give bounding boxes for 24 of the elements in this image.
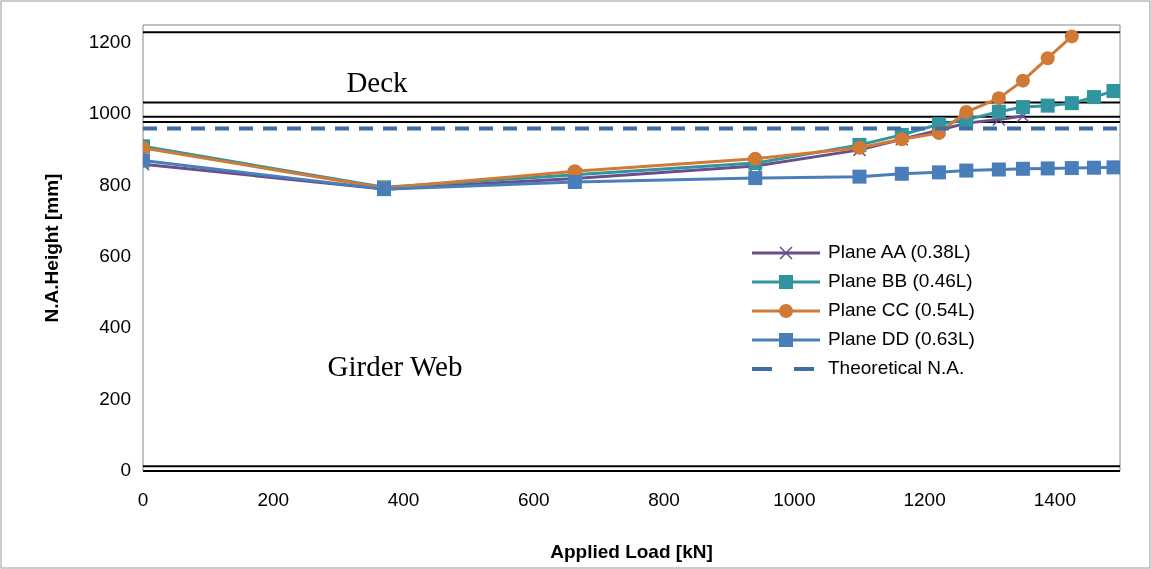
- annotation: Girder Web: [327, 350, 463, 382]
- x-tick-label: 1400: [1033, 489, 1077, 511]
- y-tick-label: 0: [120, 459, 131, 481]
- x-axis-title: Applied Load [kN]: [550, 541, 713, 562]
- legend-label: Theoretical N.A.: [828, 357, 965, 379]
- y-tick-label: 1000: [88, 102, 131, 124]
- y-tick-label: 800: [99, 173, 131, 195]
- y-axis-title: N.A.Height [mm]: [41, 173, 62, 323]
- legend-label: Plane DD (0.63L): [828, 328, 975, 350]
- legend-label: Plane BB (0.46L): [828, 270, 973, 292]
- x-tick-label: 0: [137, 489, 149, 511]
- legend-label: Plane CC (0.54L): [828, 299, 975, 321]
- y-tick-label: 1200: [88, 30, 131, 52]
- x-tick-label: 400: [387, 489, 420, 511]
- x-tick-label: 1200: [903, 489, 946, 511]
- x-tick-label: 800: [648, 489, 680, 511]
- annotation: Deck: [346, 66, 409, 98]
- y-tick-label: 200: [99, 387, 131, 409]
- legend-label: Plane AA (0.38L): [828, 241, 971, 263]
- y-tick-label: 400: [99, 316, 131, 338]
- x-tick-label: 1000: [773, 489, 816, 511]
- y-tick-label: 600: [99, 244, 131, 266]
- x-tick-label: 600: [517, 489, 550, 511]
- x-tick-label: 200: [257, 489, 290, 511]
